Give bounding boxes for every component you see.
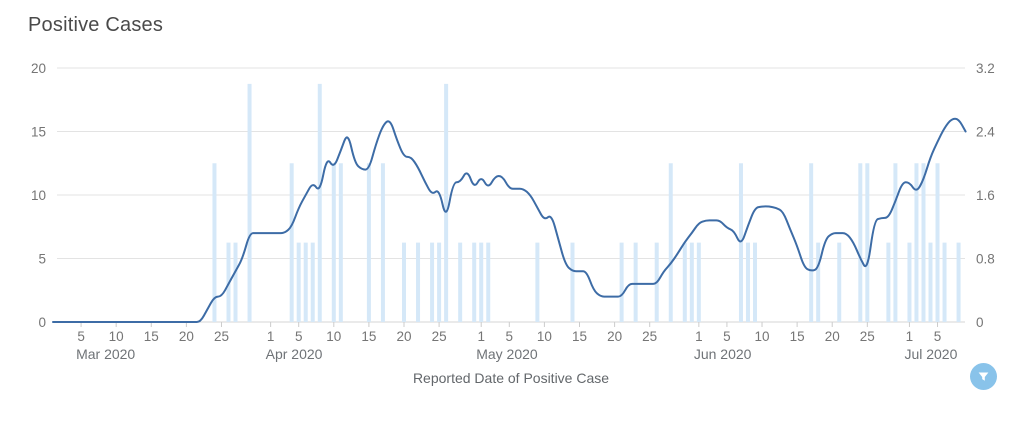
- x-axis-tick-label: 10: [537, 329, 552, 344]
- daily-cases-bar: [380, 163, 385, 322]
- left-axis-tick-label: 20: [31, 61, 46, 76]
- x-axis-tick-label: 5: [723, 329, 731, 344]
- daily-cases-bar: [289, 163, 294, 322]
- daily-cases-bar: [619, 242, 624, 322]
- x-axis-tick-label: 5: [506, 329, 514, 344]
- daily-cases-bar: [303, 242, 308, 322]
- daily-cases-bar: [745, 242, 750, 322]
- x-axis-month-label: Apr 2020: [266, 346, 323, 362]
- daily-cases-bar: [233, 242, 238, 322]
- x-axis-tick-label: 15: [572, 329, 587, 344]
- daily-cases-bar: [921, 163, 926, 322]
- x-axis-tick-label: 15: [790, 329, 805, 344]
- daily-cases-bar: [816, 242, 821, 322]
- daily-cases-bar: [633, 242, 638, 322]
- x-axis-tick-label: 1: [267, 329, 275, 344]
- daily-cases-bar: [696, 242, 701, 322]
- daily-cases-bar: [212, 163, 217, 322]
- daily-cases-bar: [296, 242, 301, 322]
- x-axis-tick-label: 20: [179, 329, 194, 344]
- daily-cases-bar: [338, 163, 343, 322]
- x-axis-tick-label: 20: [607, 329, 622, 344]
- right-axis-tick-label: 0: [976, 315, 984, 330]
- x-axis-title: Reported Date of Positive Case: [412, 370, 610, 386]
- daily-cases-bar: [472, 242, 477, 322]
- daily-cases-bar: [437, 242, 442, 322]
- daily-cases-bar: [928, 242, 933, 322]
- x-axis-tick-label: 1: [477, 329, 485, 344]
- daily-cases-bar: [753, 242, 757, 322]
- x-axis-month-label: Jun 2020: [694, 346, 752, 362]
- daily-cases-bar: [886, 242, 891, 322]
- daily-cases-bar: [444, 83, 449, 322]
- daily-cases-bar: [366, 163, 371, 322]
- left-axis-tick-label: 5: [38, 252, 46, 267]
- filter-button[interactable]: [970, 363, 997, 390]
- trend-line-path: [52, 117, 967, 323]
- x-axis-month-label: Jul 2020: [904, 346, 957, 362]
- daily-cases-bar: [893, 163, 898, 322]
- daily-cases-bar: [535, 242, 540, 322]
- daily-cases-bar: [402, 242, 406, 322]
- x-axis-tick-label: 15: [361, 329, 376, 344]
- daily-cases-bar: [907, 242, 912, 322]
- x-axis-tick-label: 25: [642, 329, 657, 344]
- x-axis-month-label: Mar 2020: [76, 346, 135, 362]
- daily-cases-bar: [956, 242, 961, 322]
- chart-title: Positive Cases: [28, 14, 164, 36]
- daily-cases-bar: [458, 242, 463, 322]
- daily-cases-bar: [942, 242, 947, 322]
- x-axis-tick-label: 10: [109, 329, 124, 344]
- x-axis-tick-label: 5: [295, 329, 303, 344]
- daily-cases-bar: [837, 242, 842, 322]
- x-axis-tick-label: 25: [860, 329, 875, 344]
- x-axis-tick-label: 20: [396, 329, 411, 344]
- right-axis-tick-label: 3.2: [976, 61, 995, 76]
- right-axis-tick-label: 0.8: [976, 252, 995, 267]
- daily-cases-bar: [689, 242, 694, 322]
- left-axis-tick-label: 10: [31, 188, 46, 203]
- left-axis-tick-label: 0: [38, 315, 46, 330]
- x-axis-tick-label: 5: [934, 329, 942, 344]
- x-axis-tick-label: 25: [214, 329, 229, 344]
- x-axis-tick-label: 25: [432, 329, 447, 344]
- x-axis-tick-label: 10: [755, 329, 770, 344]
- daily-cases-bar: [738, 163, 743, 322]
- x-axis-tick-label: 5: [77, 329, 85, 344]
- x-axis-tick-label: 1: [695, 329, 703, 344]
- daily-cases-bar: [479, 242, 484, 322]
- daily-cases-bar: [310, 242, 315, 322]
- daily-cases-bar: [331, 163, 336, 322]
- daily-cases-bar: [858, 163, 863, 322]
- daily-cases-bar: [809, 163, 814, 322]
- daily-cases-bar: [570, 242, 575, 322]
- daily-cases-bar: [247, 83, 252, 322]
- x-axis-month-label: May 2020: [476, 346, 538, 362]
- daily-cases-bar: [865, 163, 870, 322]
- daily-cases-bar: [668, 163, 673, 322]
- daily-cases-bar: [416, 242, 421, 322]
- filter-funnel-icon: [978, 372, 989, 381]
- daily-cases-bar: [317, 83, 322, 322]
- right-axis-tick-label: 2.4: [976, 125, 995, 140]
- x-axis-tick-label: 15: [144, 329, 159, 344]
- x-axis-tick-label: 10: [326, 329, 341, 344]
- daily-cases-bar: [914, 163, 919, 322]
- daily-cases-bar: [682, 242, 687, 322]
- daily-cases-bar: [430, 242, 435, 322]
- daily-cases-bar: [486, 242, 491, 322]
- daily-cases-bar: [935, 163, 940, 322]
- right-axis-tick-label: 1.6: [976, 188, 995, 203]
- x-axis-tick-label: 20: [825, 329, 840, 344]
- left-axis-tick-label: 15: [31, 125, 46, 140]
- x-axis-tick-label: 1: [906, 329, 914, 344]
